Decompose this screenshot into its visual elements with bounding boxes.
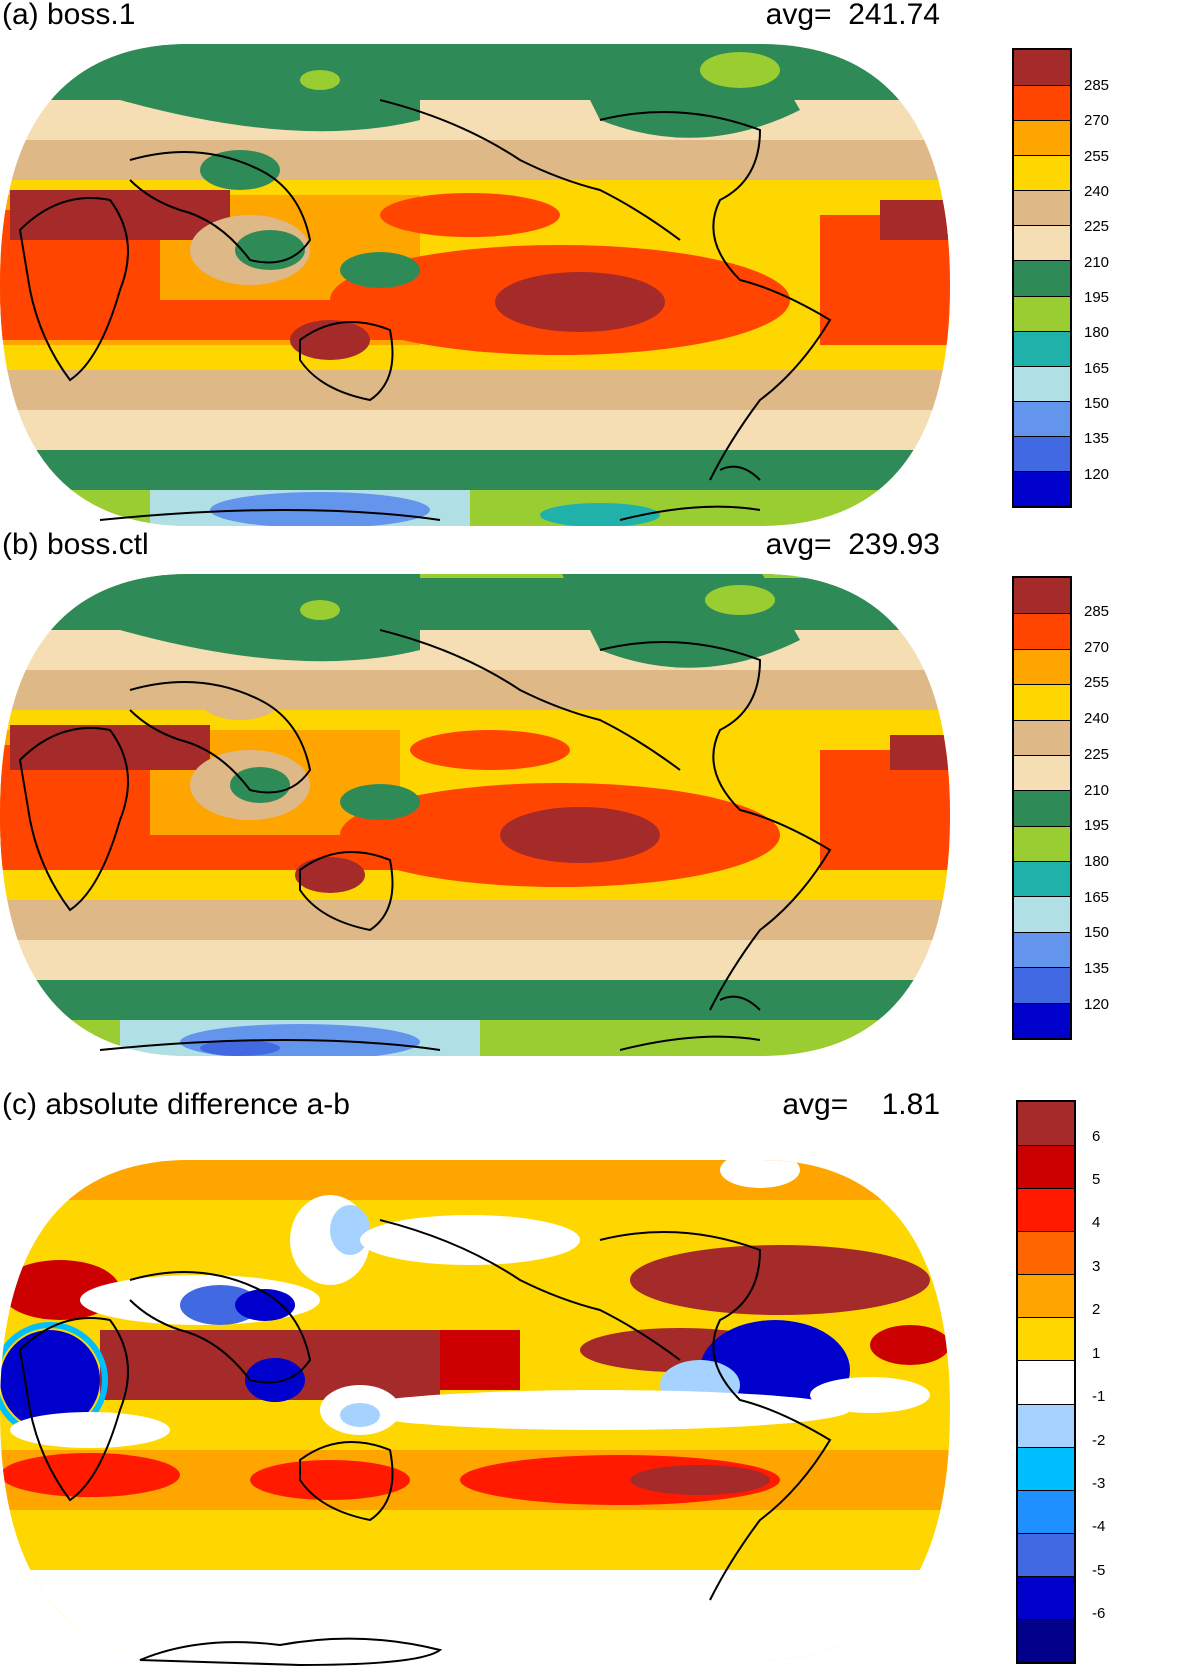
colorbar-cell xyxy=(1014,470,1070,506)
colorbar-label: 210 xyxy=(1084,254,1110,271)
colorbar-label: 210 xyxy=(1084,782,1110,799)
colorbar-label: 4 xyxy=(1092,1214,1101,1231)
colorbar-label: 5 xyxy=(1092,1171,1101,1188)
colorbar-cell xyxy=(1014,684,1070,720)
colorbar-cell xyxy=(1018,1532,1074,1576)
colorbar-label: 135 xyxy=(1084,430,1110,447)
panel-b-avg: avg= 239.93 xyxy=(766,530,940,560)
colorbar-label: 180 xyxy=(1084,324,1110,341)
colorbar-cell xyxy=(1014,155,1070,191)
colorbar-cell xyxy=(1014,754,1070,791)
colorbar-label: 150 xyxy=(1084,395,1110,412)
colorbar-label: 195 xyxy=(1084,289,1110,306)
panel-a-title: (a) boss.1 xyxy=(2,0,136,31)
panel-c: (c) absolute difference a-b avg= 1.81 xyxy=(0,1070,1188,1677)
panel-a-avg: avg= 241.74 xyxy=(766,0,940,30)
panel-b-avg-label: avg= xyxy=(765,528,832,561)
colorbar-cell xyxy=(1018,1403,1074,1447)
colorbar-cell xyxy=(1018,1188,1074,1232)
colorbar-cell xyxy=(1018,1575,1074,1619)
colorbar-cell xyxy=(1018,1317,1074,1361)
panel-c-avg: avg= 1.81 xyxy=(782,1090,940,1120)
colorbar-label: 255 xyxy=(1084,148,1110,165)
colorbar-cell xyxy=(1014,85,1070,121)
colorbar-label: 120 xyxy=(1084,996,1110,1013)
colorbar-cell xyxy=(1014,190,1070,226)
colorbar-cell xyxy=(1018,1360,1074,1404)
colorbar-cell xyxy=(1014,648,1070,685)
colorbar-cell xyxy=(1014,435,1070,471)
colorbar-cell xyxy=(1014,578,1070,614)
panel-b: (b) boss.ctl avg= 239.93 xyxy=(0,530,1188,1070)
colorbar-cell xyxy=(1018,1618,1074,1662)
panel-c-colorbar xyxy=(1016,1100,1076,1664)
colorbar-label: 240 xyxy=(1084,710,1110,727)
colorbar-label: -2 xyxy=(1092,1432,1106,1449)
colorbar-label: 270 xyxy=(1084,639,1110,656)
colorbar-cell xyxy=(1014,295,1070,331)
colorbar-cell xyxy=(1014,931,1070,968)
panel-b-title: (b) boss.ctl xyxy=(2,528,149,561)
colorbar-label: 135 xyxy=(1084,960,1110,977)
colorbar-label: 270 xyxy=(1084,112,1110,129)
colorbar-label: -5 xyxy=(1092,1562,1106,1579)
panel-a: (a) boss.1 avg= 241.74 xyxy=(0,0,1188,530)
panel-a-avg-value: 241.74 xyxy=(848,0,940,31)
panel-b-map xyxy=(0,574,950,1056)
colorbar-cell xyxy=(1014,260,1070,296)
colorbar-cell xyxy=(1018,1145,1074,1189)
colorbar-cell xyxy=(1014,967,1070,1003)
panel-a-colorbar xyxy=(1012,48,1072,508)
colorbar-label: 6 xyxy=(1092,1128,1101,1145)
colorbar-cell xyxy=(1014,825,1070,862)
colorbar-label: 195 xyxy=(1084,817,1110,834)
panel-a-map xyxy=(0,44,950,526)
colorbar-cell xyxy=(1014,400,1070,436)
colorbar-label: 3 xyxy=(1092,1258,1101,1275)
panel-c-title: (c) absolute difference a-b xyxy=(2,1088,350,1121)
colorbar-label: 240 xyxy=(1084,183,1110,200)
colorbar-label: 225 xyxy=(1084,746,1110,763)
colorbar-label: 120 xyxy=(1084,466,1110,483)
colorbar-label: 285 xyxy=(1084,77,1110,94)
colorbar-cell xyxy=(1014,120,1070,156)
colorbar-cell xyxy=(1014,365,1070,401)
colorbar-label: 225 xyxy=(1084,218,1110,235)
colorbar-cell xyxy=(1014,225,1070,261)
colorbar-cell xyxy=(1014,50,1070,86)
colorbar-label: 165 xyxy=(1084,889,1110,906)
panel-b-avg-value: 239.93 xyxy=(848,528,940,561)
colorbar-label: -1 xyxy=(1092,1388,1106,1405)
colorbar-cell xyxy=(1014,896,1070,932)
colorbar-label: 165 xyxy=(1084,360,1110,377)
colorbar-label: -3 xyxy=(1092,1475,1106,1492)
colorbar-cell xyxy=(1018,1489,1074,1533)
colorbar-cell xyxy=(1018,1102,1074,1146)
colorbar-cell xyxy=(1018,1274,1074,1318)
panel-a-avg-label: avg= xyxy=(765,0,832,31)
panel-b-colorbar xyxy=(1012,576,1072,1040)
colorbar-label: 285 xyxy=(1084,603,1110,620)
colorbar-cell xyxy=(1018,1231,1074,1275)
panel-c-avg-label: avg= xyxy=(782,1088,849,1121)
colorbar-cell xyxy=(1014,613,1070,649)
colorbar-cell xyxy=(1014,1002,1070,1038)
colorbar-cell xyxy=(1014,790,1070,826)
colorbar-label: 150 xyxy=(1084,924,1110,941)
colorbar-label: 180 xyxy=(1084,853,1110,870)
colorbar-label: 2 xyxy=(1092,1301,1101,1318)
colorbar-label: 1 xyxy=(1092,1345,1101,1362)
colorbar-cell xyxy=(1014,719,1070,755)
colorbar-label: -6 xyxy=(1092,1605,1106,1622)
colorbar-cell xyxy=(1014,861,1070,897)
colorbar-label: 255 xyxy=(1084,674,1110,691)
panel-c-avg-value: 1.81 xyxy=(881,1088,940,1121)
colorbar-cell xyxy=(1014,330,1070,366)
colorbar-label: -4 xyxy=(1092,1518,1106,1535)
colorbar-cell xyxy=(1018,1446,1074,1490)
panel-c-map xyxy=(0,1160,950,1667)
